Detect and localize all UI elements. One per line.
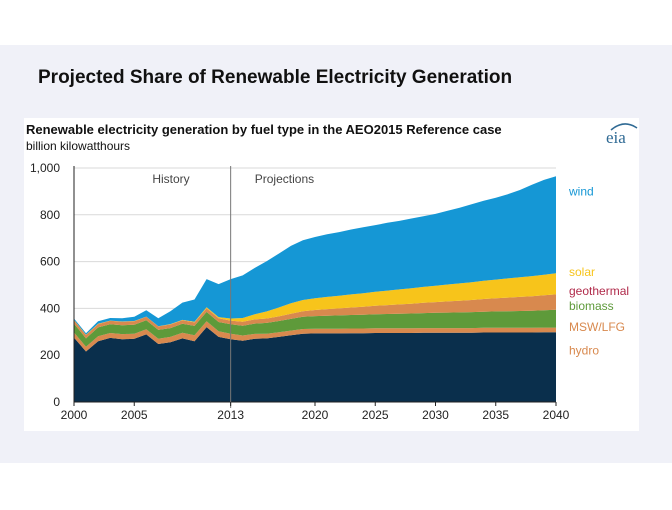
y-tick-label-800: 800 — [40, 208, 60, 222]
legend-label-biomass: biomass — [569, 299, 614, 313]
x-tick-label-2040: 2040 — [543, 408, 570, 422]
x-tick-labels: 2000 2005 2013 2020 2025 2030 2035 2040 — [61, 402, 570, 422]
area-solar-5 — [74, 273, 556, 336]
x-tick-label-2013: 2013 — [217, 408, 244, 422]
chart-units-label: billion kilowatthours — [26, 139, 131, 153]
chart-panel: Renewable electricity generation by fuel… — [24, 118, 639, 431]
x-tick-label-2035: 2035 — [482, 408, 509, 422]
annotation-projections: Projections — [255, 172, 314, 186]
legend-label-msw-lfg: MSW/LFG — [569, 320, 625, 334]
y-tick-label-200: 200 — [40, 348, 60, 362]
legend-label-wind: wind — [568, 184, 594, 198]
area-wind-6 — [74, 176, 556, 335]
x-tick-label-2025: 2025 — [362, 408, 389, 422]
y-tick-label-0: 0 — [53, 395, 60, 409]
area-msw-lfg-1 — [74, 321, 556, 352]
stacked-areas — [74, 176, 556, 402]
legend-label-hydro: hydro — [569, 344, 599, 358]
x-tick-label-2000: 2000 — [61, 408, 88, 422]
legend-label-geothermal: geothermal — [569, 284, 629, 298]
y-tick-labels: 0 200 400 600 800 1,000 — [30, 161, 60, 409]
area-hydro-0 — [74, 327, 556, 402]
area-geothermal-3 — [74, 294, 556, 339]
y-tick-label-1000: 1,000 — [30, 161, 60, 175]
area-biomass-2 — [74, 309, 556, 347]
slide: Projected Share of Renewable Electricity… — [0, 45, 672, 463]
eia-logo-arc-icon — [610, 123, 638, 131]
legend-label-solar: solar — [569, 265, 595, 279]
y-tick-label-400: 400 — [40, 301, 60, 315]
annotations: History Projections — [152, 172, 314, 186]
chart-title: Renewable electricity generation by fuel… — [26, 122, 502, 137]
x-tick-label-2005: 2005 — [121, 408, 148, 422]
x-tick-label-2030: 2030 — [422, 408, 449, 422]
slide-title: Projected Share of Renewable Electricity… — [38, 67, 513, 88]
y-tick-label-600: 600 — [40, 255, 60, 269]
eia-logo: eia — [606, 128, 626, 147]
x-tick-label-2020: 2020 — [302, 408, 329, 422]
annotation-history: History — [152, 172, 189, 186]
